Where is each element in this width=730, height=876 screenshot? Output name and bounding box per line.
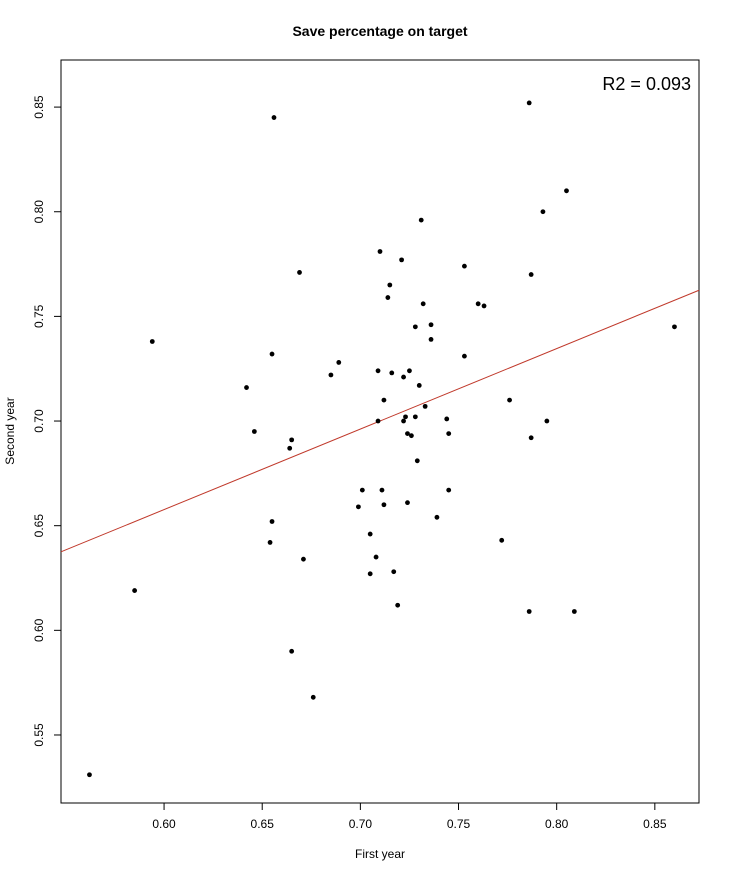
data-point bbox=[373, 554, 379, 560]
data-point bbox=[367, 571, 373, 577]
data-point bbox=[412, 324, 418, 330]
data-point bbox=[507, 397, 512, 403]
data-point bbox=[672, 324, 677, 330]
data-point bbox=[446, 431, 452, 436]
data-point bbox=[328, 372, 334, 378]
data-points bbox=[87, 100, 677, 778]
data-point bbox=[412, 414, 418, 420]
y-tick-label: 0.55 bbox=[32, 723, 46, 747]
data-point bbox=[244, 385, 249, 390]
data-point bbox=[420, 301, 426, 307]
data-point bbox=[251, 429, 257, 434]
data-point bbox=[289, 648, 295, 654]
x-tick-label: 0.70 bbox=[349, 817, 373, 831]
data-point bbox=[528, 272, 534, 277]
data-point bbox=[359, 487, 365, 493]
data-point bbox=[391, 569, 397, 575]
data-point bbox=[540, 209, 546, 215]
data-point bbox=[132, 588, 138, 593]
data-point bbox=[287, 445, 293, 451]
data-point bbox=[434, 514, 440, 520]
data-point bbox=[481, 303, 487, 309]
data-point bbox=[87, 772, 92, 778]
data-point bbox=[267, 540, 273, 545]
x-axis: 0.60 0.65 0.70 0.75 0.80 0.85 bbox=[152, 803, 667, 831]
data-point bbox=[407, 368, 412, 374]
r-squared-annotation: R2 = 0.093 bbox=[602, 74, 691, 94]
data-point bbox=[356, 504, 361, 510]
data-point bbox=[310, 694, 316, 700]
data-point bbox=[462, 263, 467, 269]
data-point bbox=[297, 270, 302, 275]
data-point bbox=[379, 487, 385, 493]
x-axis-label: First year bbox=[355, 847, 405, 861]
x-tick-label: 0.65 bbox=[251, 817, 275, 831]
y-axis: 0.55 0.60 0.65 0.70 0.75 0.80 0.85 bbox=[32, 95, 61, 747]
x-tick-label: 0.75 bbox=[447, 817, 471, 831]
data-point bbox=[414, 458, 420, 464]
x-tick-label: 0.85 bbox=[643, 817, 667, 831]
data-point bbox=[446, 487, 452, 493]
data-point bbox=[389, 370, 395, 376]
data-point bbox=[418, 217, 424, 223]
data-point bbox=[301, 556, 306, 562]
data-point bbox=[462, 353, 467, 359]
data-point bbox=[149, 339, 155, 344]
chart-title: Save percentage on target bbox=[292, 23, 467, 39]
data-point bbox=[499, 537, 505, 543]
data-point bbox=[381, 502, 387, 508]
data-point bbox=[422, 403, 428, 409]
data-point bbox=[395, 602, 401, 608]
data-point bbox=[269, 519, 275, 524]
data-point bbox=[544, 418, 550, 424]
data-point bbox=[289, 437, 295, 443]
x-tick-label: 0.60 bbox=[152, 817, 176, 831]
y-axis-label: Second year bbox=[3, 397, 17, 464]
data-point bbox=[526, 609, 532, 614]
data-point bbox=[375, 418, 381, 424]
data-point bbox=[409, 433, 414, 439]
data-point bbox=[375, 368, 381, 374]
data-point bbox=[428, 322, 434, 328]
data-point bbox=[475, 301, 481, 307]
y-tick-label: 0.75 bbox=[32, 304, 46, 328]
data-point bbox=[399, 257, 404, 263]
data-point bbox=[377, 249, 383, 254]
data-point bbox=[428, 337, 434, 342]
data-point bbox=[367, 531, 373, 537]
data-point bbox=[336, 360, 342, 365]
data-point bbox=[401, 418, 406, 424]
data-point bbox=[381, 397, 387, 403]
data-point bbox=[269, 351, 275, 357]
data-point bbox=[528, 435, 534, 441]
y-tick-label: 0.80 bbox=[32, 200, 46, 224]
data-point bbox=[564, 188, 569, 194]
y-tick-label: 0.60 bbox=[32, 618, 46, 642]
y-tick-label: 0.85 bbox=[32, 95, 46, 119]
data-point bbox=[405, 431, 410, 436]
data-point bbox=[526, 100, 532, 106]
data-point bbox=[405, 500, 410, 506]
data-point bbox=[387, 282, 393, 288]
y-tick-label: 0.70 bbox=[32, 409, 46, 433]
data-point bbox=[401, 374, 406, 380]
data-point bbox=[385, 295, 391, 300]
data-point bbox=[571, 609, 577, 614]
data-point bbox=[444, 416, 450, 422]
x-tick-label: 0.80 bbox=[545, 817, 569, 831]
data-point bbox=[403, 414, 408, 420]
plot-frame bbox=[60, 59, 700, 804]
data-point bbox=[271, 115, 277, 120]
y-tick-label: 0.65 bbox=[32, 514, 46, 538]
data-point bbox=[416, 383, 422, 388]
